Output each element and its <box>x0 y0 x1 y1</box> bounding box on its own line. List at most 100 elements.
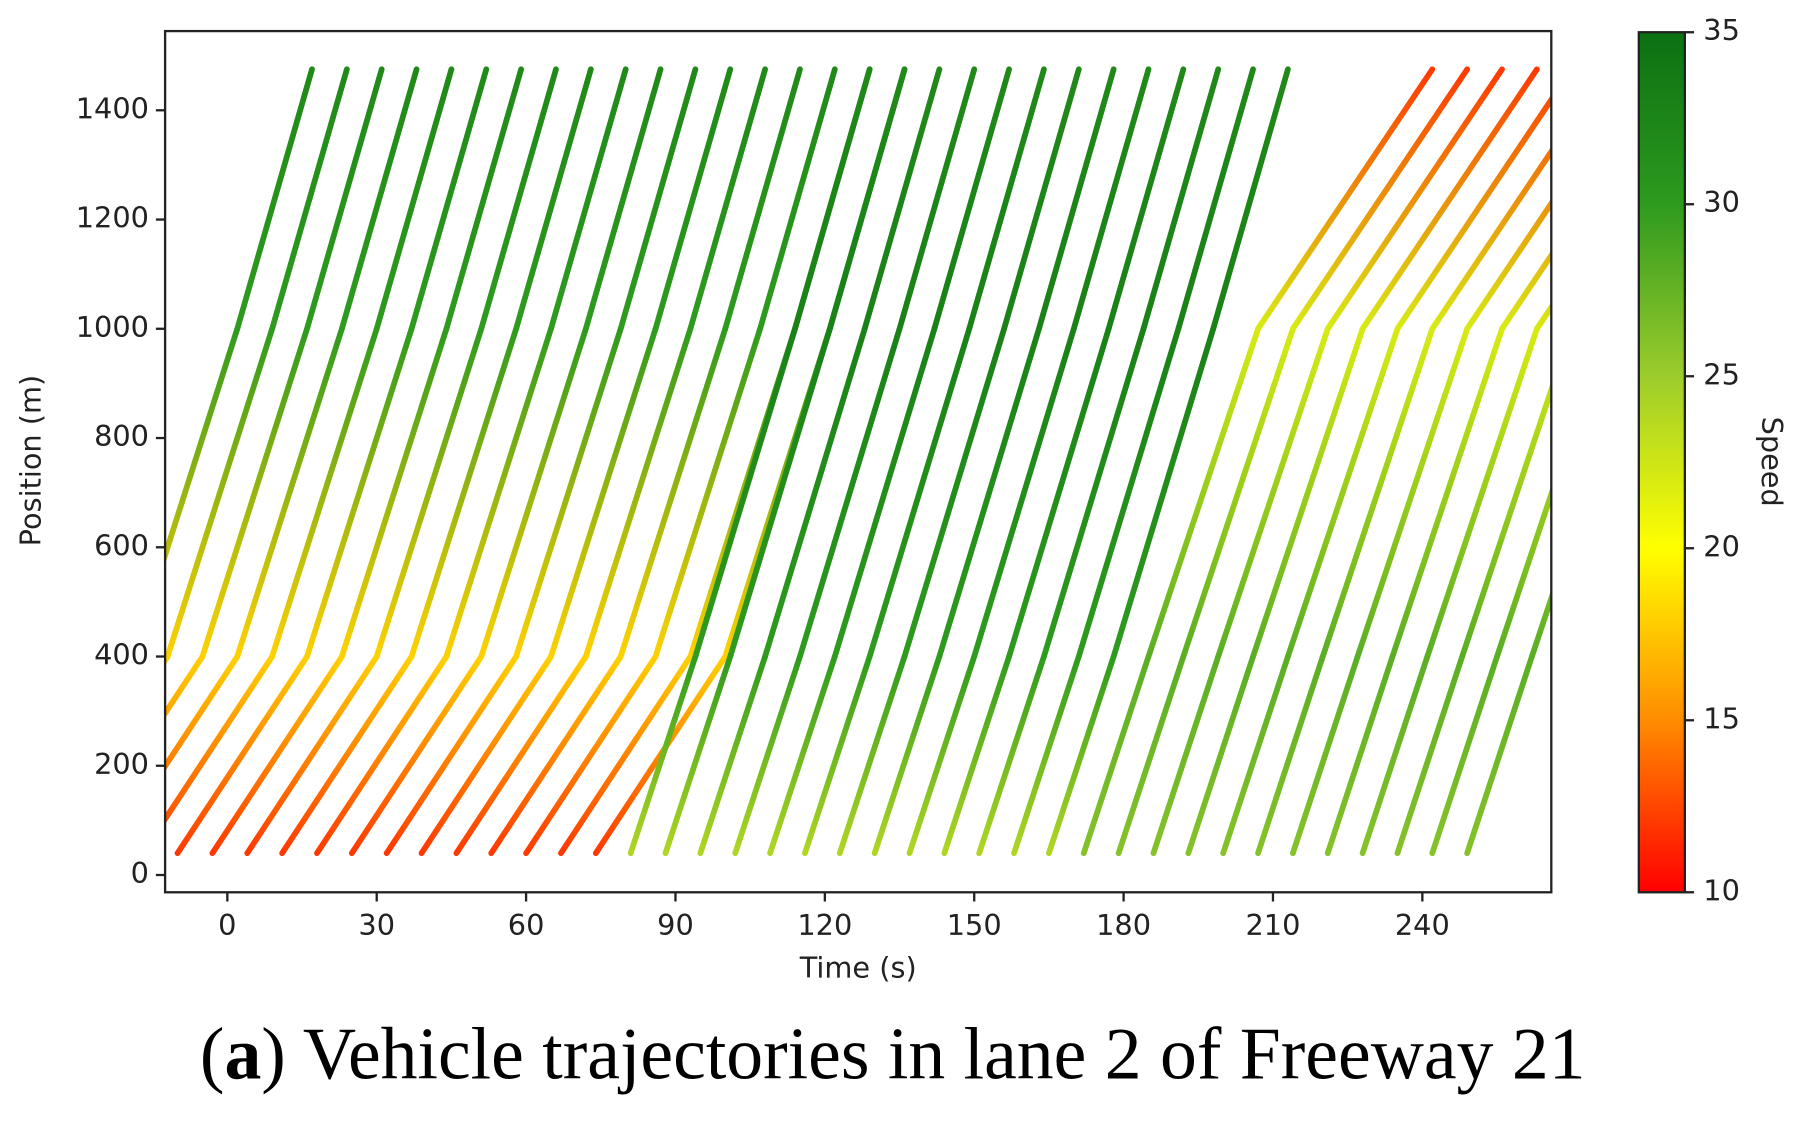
trajectory-segment <box>1290 653 1361 857</box>
trajectory-segment <box>652 66 734 332</box>
trajectory-segment <box>304 66 385 332</box>
trajectory-segment <box>722 66 803 332</box>
trajectory-segment <box>234 325 345 660</box>
trajectory-segment <box>1394 653 1466 857</box>
trajectory-segment <box>1046 653 1117 857</box>
trajectory-segment <box>373 66 455 332</box>
trajectory-segment <box>408 66 490 332</box>
x-tick-label: 150 <box>947 908 1002 942</box>
trajectory-segment <box>1324 653 1396 857</box>
caption: (a) Vehicle trajectories in lane 2 of Fr… <box>200 1012 1586 1094</box>
trajectory-segment <box>757 66 838 332</box>
trajectory-segment <box>1464 653 1535 857</box>
trajectory-segment <box>802 653 873 857</box>
trajectory-segment <box>443 66 524 332</box>
trajectory-segment <box>338 66 420 332</box>
colorbar-tick-label: 25 <box>1703 357 1740 391</box>
trajectory-segment <box>767 653 838 857</box>
x-tick-label: 120 <box>797 908 852 942</box>
y-axis-label: Position (m) <box>14 375 48 547</box>
trajectory-segment <box>1424 325 1540 660</box>
trajectory-segment <box>373 325 485 660</box>
trajectory-segment <box>861 66 943 332</box>
trajectory-segment <box>1150 653 1222 857</box>
y-tick-label: 600 <box>94 528 149 562</box>
trajectory-segment <box>174 653 310 857</box>
x-tick-label: 90 <box>657 908 694 942</box>
trajectory-segment <box>1070 66 1152 332</box>
trajectory-segment <box>936 325 1042 660</box>
trajectory-segment <box>1354 325 1471 660</box>
trajectory-segment <box>1494 485 1552 660</box>
trajectory-segment <box>966 66 1047 332</box>
trajectory-segment <box>478 325 589 660</box>
trajectory-segment <box>558 653 694 857</box>
trajectory-segment <box>1359 653 1431 857</box>
trajectory-segment <box>1394 94 1552 332</box>
caption-text: ) Vehicle trajectories in lane 2 of Free… <box>261 1012 1585 1094</box>
colorbar-tick-label: 10 <box>1703 873 1740 907</box>
trajectory-segment <box>582 325 694 660</box>
x-tick-label: 60 <box>508 908 545 942</box>
trajectory-segment <box>1011 653 1082 857</box>
trajectory-segment <box>165 653 206 719</box>
trajectory-segment <box>941 653 1012 857</box>
trajectory-segment <box>836 653 908 857</box>
trajectory-segment <box>209 653 345 857</box>
trajectory-segment <box>1285 325 1401 660</box>
trajectory-segment <box>1429 653 1500 857</box>
plot-area <box>165 66 1552 857</box>
trajectory-segment <box>652 325 763 660</box>
x-tick-label: 240 <box>1395 908 1450 942</box>
trajectory-segment <box>1036 66 1117 332</box>
colorbar <box>1637 31 1687 894</box>
trajectory-segment <box>478 66 559 332</box>
trajectory-segment <box>269 325 380 660</box>
trajectory-segment <box>1180 325 1296 660</box>
colorbar-tick-label: 30 <box>1703 185 1740 219</box>
caption-part: ( <box>200 1012 225 1094</box>
trajectory-segment <box>304 325 415 660</box>
trajectory-segment <box>1359 66 1540 332</box>
trajectory-segment <box>1145 325 1261 660</box>
trajectory-segment <box>727 325 833 660</box>
trajectory-segment <box>866 325 973 660</box>
trajectory-segment <box>165 325 241 565</box>
trajectory-segment <box>244 653 380 857</box>
colorbar-label: Speed <box>1755 417 1789 507</box>
trajectory-segment <box>488 653 624 857</box>
axes-frame <box>163 29 1553 894</box>
trajectory-segment <box>1075 325 1182 660</box>
trajectory-segment <box>1499 250 1552 332</box>
colorbar-tick-label: 35 <box>1703 13 1740 47</box>
trajectory-segment <box>797 325 903 660</box>
y-tick-label: 200 <box>94 747 149 781</box>
trajectory-segment <box>906 653 978 857</box>
trajectory-segment <box>1459 380 1552 660</box>
trajectory-segment <box>762 325 868 660</box>
trajectory-segment <box>418 653 554 857</box>
y-tick-label: 1200 <box>76 201 149 235</box>
trajectory-segment <box>199 325 310 660</box>
trajectory-segment <box>627 653 699 857</box>
x-tick-label: 30 <box>358 908 395 942</box>
trajectory-segment <box>1006 325 1112 660</box>
trajectory-segment <box>1324 66 1505 332</box>
x-tick-label: 0 <box>218 908 236 942</box>
trajectory-segment <box>1464 198 1552 332</box>
trajectory-segment <box>1529 589 1552 660</box>
trajectory-segment <box>1185 653 1256 857</box>
trajectory-segment <box>901 325 1007 660</box>
trajectory-segment <box>513 325 624 660</box>
y-tick-label: 800 <box>94 419 149 453</box>
trajectory-segment <box>687 66 768 332</box>
trajectory-segment <box>1389 325 1505 660</box>
y-tick-label: 0 <box>131 856 149 890</box>
trajectory-segment <box>383 653 520 857</box>
trajectory-segment <box>1250 325 1366 660</box>
trajectory-segment <box>314 653 450 857</box>
trajectory-segment <box>931 66 1012 332</box>
trajectory-segment <box>582 66 664 332</box>
trajectory-segment <box>732 653 803 857</box>
trajectory-segment <box>1255 66 1436 332</box>
